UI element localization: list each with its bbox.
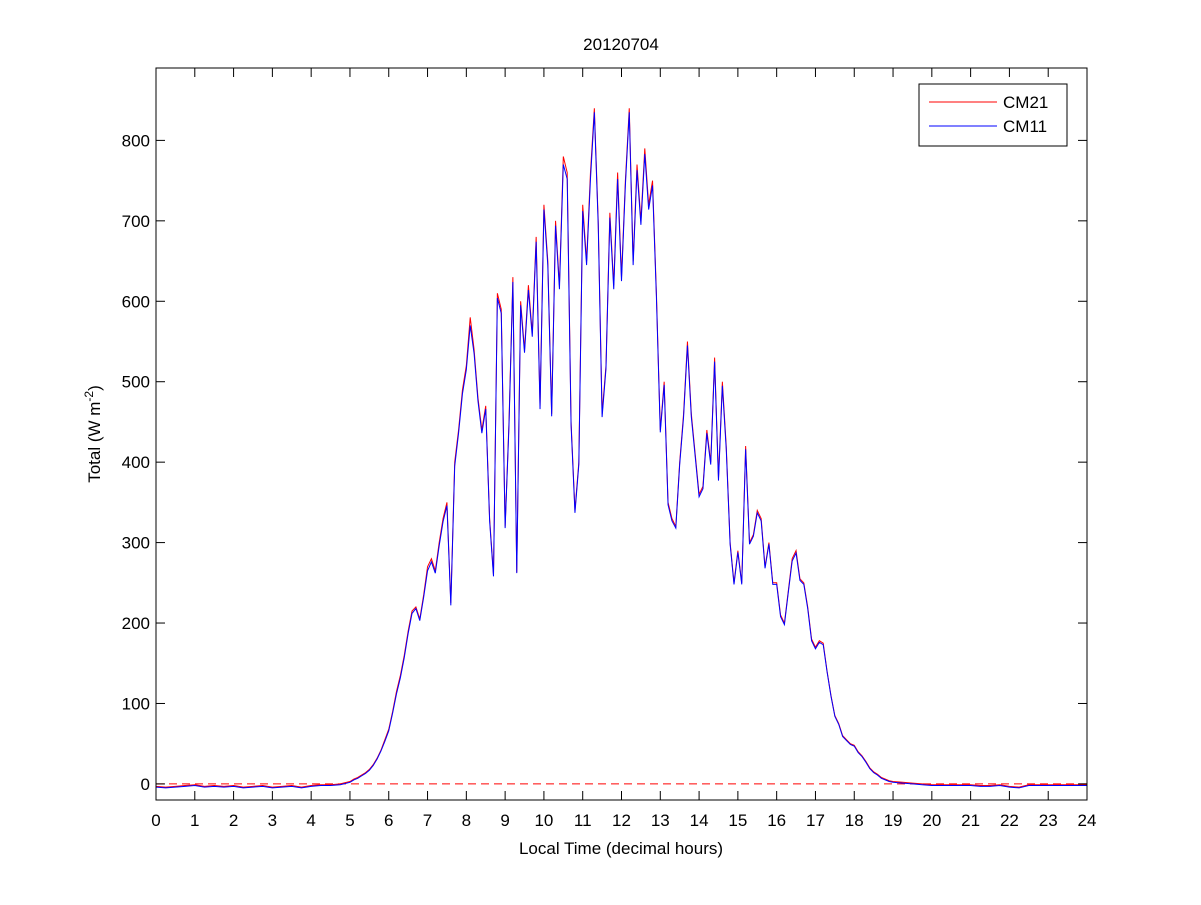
y-tick-label: 100 [122,694,150,713]
x-tick-label: 20 [922,811,941,830]
chart-title: 20120704 [583,35,659,54]
x-axis-label: Local Time (decimal hours) [519,839,723,858]
legend-label: CM21 [1003,93,1048,112]
x-tick-label: 24 [1078,811,1097,830]
y-axis-label-superscript: -2 [82,391,96,402]
x-tick-label: 14 [690,811,709,830]
x-tick-label: 22 [1000,811,1019,830]
x-tick-label: 12 [612,811,631,830]
x-tick-label: 19 [884,811,903,830]
x-tick-label: 1 [190,811,199,830]
legend: CM21 CM11 [918,83,1068,147]
x-tick-label: 18 [845,811,864,830]
y-tick-label: 300 [122,534,150,553]
x-tick-label: 8 [462,811,471,830]
y-axis-label-text: Total (W m [85,402,104,483]
y-tick-label: 600 [122,292,150,311]
legend-label: CM11 [1003,117,1047,136]
x-tick-label: 15 [728,811,747,830]
x-tick-label: 0 [151,811,160,830]
y-tick-label: 500 [122,373,150,392]
x-tick-label: 11 [574,811,592,830]
data-line [155,112,1087,789]
y-axis-label: Total (W m-2) [82,385,104,483]
x-tick-label: 6 [384,811,393,830]
x-tick-label: 16 [767,811,786,830]
legend-box [918,83,1068,147]
y-tick-label: 800 [122,131,150,150]
x-tick-label: 5 [345,811,354,830]
x-tick-label: 4 [306,811,315,830]
x-tick-label: 23 [1039,811,1058,830]
x-tick-label: 7 [423,811,432,830]
x-tick-label: 10 [534,811,553,830]
y-tick-label: 0 [141,775,150,794]
x-tick-label: 3 [268,811,277,830]
x-tick-label: 2 [229,811,238,830]
x-tick-label: 21 [961,811,980,830]
y-tick-label: 400 [122,453,150,472]
x-tick-label: 9 [500,811,509,830]
x-tick-label: 17 [806,811,825,830]
x-tick-label: 13 [651,811,670,830]
y-tick-label: 700 [122,212,150,231]
y-tick-label: 200 [122,614,150,633]
y-axis-label-suffix: ) [85,385,104,391]
